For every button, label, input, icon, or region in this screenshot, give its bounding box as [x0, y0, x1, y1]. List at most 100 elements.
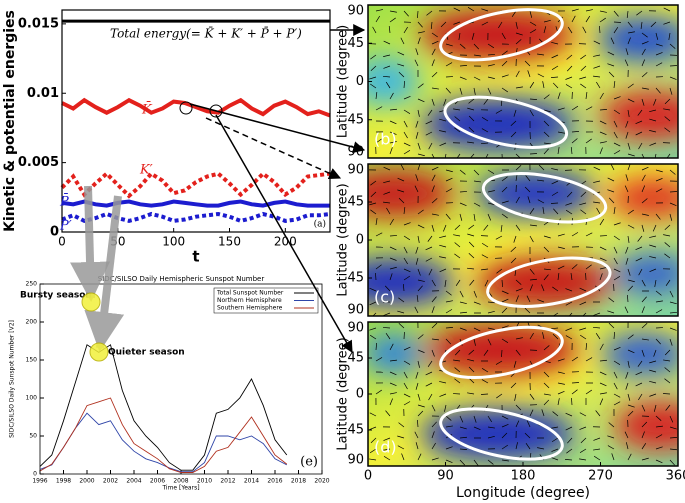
vector-arrow [445, 62, 453, 67]
vector-arrow [473, 169, 480, 176]
vector-arrow [593, 40, 601, 45]
vector-arrow [529, 268, 535, 275]
vector-arrow [613, 382, 618, 390]
vector-arrow [551, 180, 559, 185]
vector-arrow [664, 116, 671, 122]
vector-arrow [375, 15, 381, 23]
vector-arrow [501, 415, 509, 420]
vector-arrow [467, 267, 475, 270]
vector-arrow [417, 109, 420, 117]
vector-arrow [417, 142, 421, 150]
marker-circle [209, 104, 223, 118]
vector-arrow [483, 98, 489, 105]
vector-arrow [580, 65, 587, 71]
vector-arrow [389, 273, 393, 281]
vector-arrow [431, 198, 438, 204]
vector-arrow [543, 94, 550, 100]
vector-arrow [627, 37, 631, 45]
vector-arrow [524, 60, 531, 67]
vector-arrow [649, 360, 657, 364]
vector-arrow [459, 213, 463, 221]
vector-arrow [599, 109, 608, 111]
vector-arrow [473, 76, 481, 81]
vector-arrow [430, 21, 433, 29]
x-tick-label: 2004 [126, 478, 141, 485]
vector-arrow [529, 235, 534, 243]
vector-arrow [469, 279, 475, 286]
vector-arrow [383, 448, 391, 451]
vector-arrow [417, 153, 425, 157]
vector-arrow [431, 185, 435, 193]
vector-arrow [425, 371, 433, 376]
vector-arrow [664, 349, 671, 356]
vector-arrow [414, 59, 419, 67]
vector-arrow [565, 84, 573, 89]
vector-arrow [570, 147, 573, 155]
vector-arrow [383, 40, 391, 45]
vector-arrow [637, 235, 643, 242]
vector-arrow [389, 17, 396, 23]
vector-arrow [384, 285, 391, 292]
vector-arrow [669, 338, 673, 346]
vector-arrow [397, 445, 405, 450]
vector-arrow [417, 360, 420, 368]
vector-arrow [501, 60, 508, 67]
vector-arrow [565, 209, 573, 215]
vector-arrow [445, 188, 453, 193]
vector-arrow [650, 21, 657, 28]
vector-arrow [571, 356, 579, 362]
vector-arrow [664, 98, 671, 105]
vector-arrow [480, 142, 489, 145]
vector-arrow [542, 81, 545, 89]
x-axis-label: Time [Years] [161, 485, 199, 492]
vector-arrow [389, 266, 397, 270]
vector-arrow [664, 378, 671, 384]
vector-arrow [599, 273, 603, 281]
vector-arrow [375, 232, 383, 237]
vector-arrow [641, 98, 645, 106]
vector-arrow [527, 70, 531, 78]
vector-arrow [627, 109, 630, 117]
vector-arrow [552, 411, 559, 417]
vector-arrow [487, 202, 495, 206]
vector-arrow [655, 213, 661, 220]
vector-arrow [625, 382, 629, 390]
vector-arrow [613, 96, 621, 100]
field-blob [368, 169, 455, 218]
vector-arrow [649, 369, 657, 373]
vector-arrow [599, 382, 607, 387]
vector-arrow [445, 338, 452, 345]
x-tick-label: 2000 [79, 478, 94, 485]
vector-arrow [431, 296, 437, 303]
vector-arrow [501, 290, 509, 295]
vector-arrow [459, 436, 467, 439]
vector-arrow [537, 73, 545, 78]
vector-arrow [439, 381, 447, 384]
vector-arrow [669, 459, 675, 466]
vector-arrow [655, 434, 663, 439]
legend-label: Total Sunspot Number [216, 290, 284, 297]
vector-arrow [557, 390, 565, 395]
vector-arrow [635, 246, 643, 250]
vector-arrow [663, 108, 671, 111]
vector-arrow [543, 148, 549, 155]
vector-arrow [389, 120, 397, 125]
vector-arrow [431, 431, 435, 439]
vector-arrow [431, 87, 439, 90]
vector-arrow [579, 334, 587, 340]
vector-arrow [579, 202, 587, 206]
vector-arrow [641, 48, 646, 56]
vector-arrow [599, 131, 607, 136]
field-blob [419, 98, 575, 150]
vector-arrow [599, 371, 607, 376]
vector-arrow [417, 10, 419, 19]
vector-arrow [613, 120, 618, 128]
vector-arrow [389, 10, 397, 13]
vector-arrow [565, 412, 573, 417]
vector-arrow [599, 92, 604, 100]
vector-arrow [417, 334, 424, 340]
vector-arrow [641, 404, 646, 412]
vector-arrow [498, 21, 503, 29]
vector-arrow [551, 191, 559, 196]
vector-arrow [403, 246, 408, 254]
